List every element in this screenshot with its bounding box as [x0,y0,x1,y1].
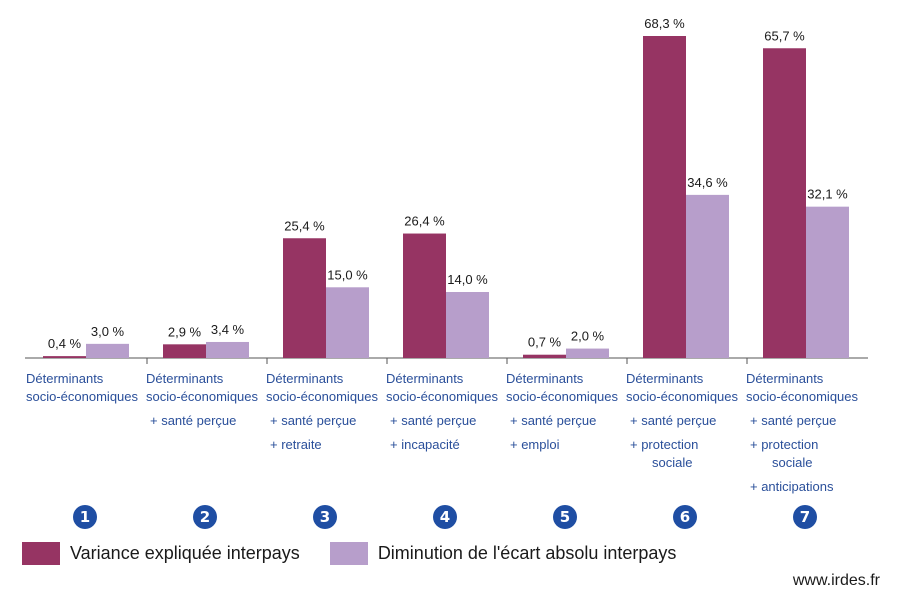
data-label-diminution-5: 2,0 % [571,329,605,344]
category-label-line: + santé perçue [510,413,596,428]
category-label-line: socio-économiques [506,389,619,404]
category-label-line: + retraite [270,437,322,452]
category-label-line: + santé perçue [630,413,716,428]
data-label-variance-3: 25,4 % [284,218,325,233]
category-label-line: + santé perçue [270,413,356,428]
category-label-line: + protection [630,437,698,452]
number-badge-3 [313,505,337,529]
bar-variance-1 [43,356,86,358]
data-label-diminution-4: 14,0 % [447,272,488,287]
number-badge-4 [433,505,457,529]
category-label-line: Déterminants [146,371,224,386]
number-badge-text-2: 2 [200,508,210,526]
number-badge-5 [553,505,577,529]
number-badge-text-1: 1 [80,508,90,526]
data-label-diminution-1: 3,0 % [91,324,125,339]
bar-variance-2 [163,344,206,358]
number-badge-text-7: 7 [800,508,810,526]
bar-diminution-6 [686,194,729,358]
category-label-line: + emploi [510,437,560,452]
legend-swatch-diminution [329,542,368,565]
category-label-line: Déterminants [266,371,344,386]
category-label-line: socio-économiques [746,389,859,404]
data-label-variance-5: 0,7 % [528,335,562,350]
category-label-line: socio-économiques [266,389,379,404]
data-label-variance-4: 26,4 % [404,214,445,229]
category-label-line: socio-économiques [386,389,499,404]
number-badge-text-4: 4 [440,508,450,526]
category-label-line: + santé perçue [150,413,236,428]
data-label-diminution-3: 15,0 % [327,267,368,282]
bar-variance-5 [523,354,566,358]
data-label-variance-2: 2,9 % [168,324,202,339]
data-label-variance-6: 68,3 % [644,16,685,31]
category-label-line: + santé perçue [750,413,836,428]
category-label-line: + incapacité [390,437,460,452]
number-badge-1 [73,505,97,529]
number-badge-7 [793,505,817,529]
legend-item-variance: Variance expliquée interpays [22,542,300,565]
category-label-line: Déterminants [386,371,464,386]
category-label-line: Déterminants [506,371,584,386]
bar-diminution-1 [86,343,129,358]
data-label-variance-7: 65,7 % [764,28,805,43]
number-badge-2 [193,505,217,529]
data-label-diminution-2: 3,4 % [211,322,245,337]
category-label-line: sociale [652,455,692,470]
data-label-diminution-6: 34,6 % [687,175,728,190]
legend: Variance expliquée interpays Diminution … [22,542,706,565]
number-badge-text-5: 5 [560,508,570,526]
bar-variance-4 [403,233,446,358]
category-label-line: Déterminants [746,371,824,386]
legend-label-diminution: Diminution de l'écart absolu interpays [377,543,677,563]
bar-diminution-3 [326,287,369,358]
bar-variance-6 [643,36,686,358]
category-label-line: + anticipations [750,479,834,494]
number-badge-text-6: 6 [680,508,690,526]
number-badge-6 [673,505,697,529]
bar-variance-7 [763,48,806,358]
source-url: www.irdes.fr [792,572,880,589]
category-label-line: Déterminants [626,371,704,386]
category-label-line: socio-économiques [626,389,739,404]
data-label-variance-1: 0,4 % [48,336,82,351]
category-label-line: socio-économiques [26,389,139,404]
number-badge-text-3: 3 [320,508,330,526]
category-label-line: + protection [750,437,818,452]
legend-swatch-variance [22,542,60,565]
bar-diminution-4 [446,291,489,358]
category-label-line: socio-économiques [146,389,259,404]
bar-diminution-5 [566,348,609,358]
bar-diminution-2 [206,341,249,358]
category-label-line: sociale [772,455,812,470]
legend-label-variance: Variance expliquée interpays [70,543,300,563]
legend-item-diminution: Diminution de l'écart absolu interpays [329,542,677,565]
category-label-line: + santé perçue [390,413,476,428]
bar-variance-3 [283,238,326,358]
bar-diminution-7 [806,206,849,358]
data-label-diminution-7: 32,1 % [807,187,848,202]
category-label-line: Déterminants [26,371,104,386]
